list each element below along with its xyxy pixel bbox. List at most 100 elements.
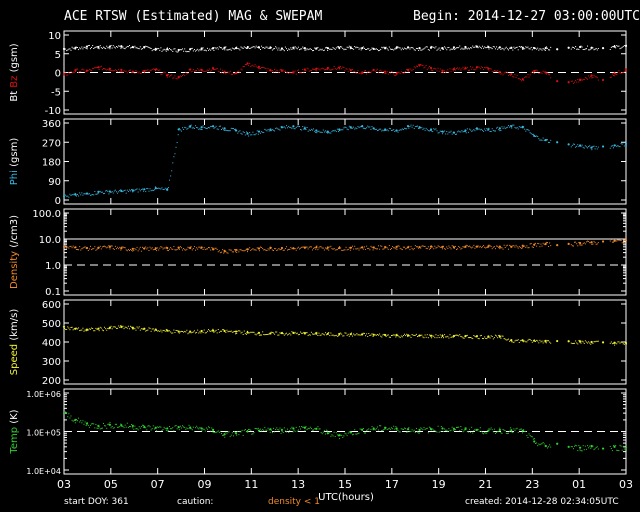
data-dot-temp bbox=[128, 425, 130, 427]
data-dot-bz bbox=[435, 68, 437, 70]
data-dot-phi bbox=[531, 133, 533, 135]
data-dot-phi bbox=[65, 194, 67, 196]
data-dot-bt bbox=[496, 46, 498, 48]
data-dot-bt bbox=[323, 49, 325, 51]
data-dot-speed bbox=[316, 331, 318, 333]
data-dot-phi bbox=[347, 129, 349, 131]
data-dot-temp bbox=[201, 430, 203, 432]
data-dot-bt bbox=[339, 48, 341, 50]
data-dot-speed bbox=[353, 333, 355, 335]
data-dot-bt bbox=[424, 47, 426, 49]
data-dot-density bbox=[166, 249, 168, 251]
data-dot-phi bbox=[336, 128, 338, 130]
data-dot-speed bbox=[292, 332, 294, 334]
data-dot-bt bbox=[178, 49, 180, 51]
data-dot-speed bbox=[326, 334, 328, 336]
data-dot-density bbox=[594, 242, 596, 244]
data-dot-bz bbox=[175, 78, 177, 80]
data-dot-speed bbox=[523, 341, 525, 343]
data-dot-bz bbox=[100, 65, 102, 67]
data-dot-temp bbox=[398, 431, 400, 433]
data-dot-phi bbox=[374, 128, 376, 130]
data-dot-bt bbox=[279, 49, 281, 51]
data-dot-density bbox=[548, 246, 550, 248]
data-dot-phi bbox=[441, 133, 443, 135]
data-dot-temp bbox=[343, 435, 345, 437]
data-dot-bz bbox=[623, 71, 625, 73]
data-dot-phi bbox=[178, 127, 180, 129]
data-dot-phi bbox=[571, 144, 573, 146]
data-dot-speed bbox=[271, 331, 273, 333]
data-dot-temp bbox=[69, 417, 71, 419]
xtick-label: 09 bbox=[198, 478, 212, 491]
data-dot-temp bbox=[457, 426, 459, 428]
data-dot-phi bbox=[250, 134, 252, 136]
data-dot-density bbox=[112, 248, 114, 250]
data-dot-bz bbox=[272, 71, 274, 73]
data-point-bt bbox=[166, 48, 169, 51]
data-dot-speed bbox=[464, 336, 466, 338]
data-dot-speed bbox=[74, 328, 76, 330]
data-dot-phi bbox=[492, 129, 494, 131]
data-dot-density bbox=[111, 245, 113, 247]
data-dot-temp bbox=[459, 430, 461, 432]
data-dot-phi bbox=[396, 130, 398, 132]
data-dot-bt bbox=[280, 49, 282, 51]
data-dot-bz bbox=[249, 63, 251, 65]
data-dot-phi bbox=[615, 144, 617, 146]
data-dot-temp bbox=[146, 429, 148, 431]
data-dot-temp bbox=[423, 426, 425, 428]
data-dot-bt bbox=[268, 47, 270, 49]
data-dot-temp bbox=[239, 431, 241, 433]
data-dot-bz bbox=[535, 69, 537, 71]
data-dot-bz bbox=[235, 71, 237, 73]
data-dot-bt bbox=[509, 47, 511, 49]
data-dot-speed bbox=[350, 332, 352, 334]
data-dot-speed bbox=[134, 327, 136, 329]
data-point-density bbox=[154, 247, 157, 250]
data-dot-density bbox=[184, 249, 186, 251]
data-dot-phi bbox=[158, 187, 160, 189]
data-dot-phi bbox=[503, 126, 505, 128]
data-dot-temp bbox=[244, 428, 246, 430]
data-dot-phi bbox=[187, 127, 189, 129]
data-dot-density bbox=[285, 246, 287, 248]
data-dot-temp bbox=[124, 424, 126, 426]
data-dot-phi bbox=[491, 128, 493, 130]
data-dot-speed bbox=[180, 330, 182, 332]
data-dot-speed bbox=[492, 338, 494, 340]
data-dot-bz bbox=[342, 66, 344, 68]
data-dot-phi bbox=[135, 189, 137, 191]
data-dot-bt bbox=[304, 49, 306, 51]
data-dot-bz bbox=[177, 75, 179, 77]
data-dot-bz bbox=[190, 71, 192, 73]
data-dot-speed bbox=[259, 334, 261, 336]
data-dot-bz bbox=[610, 76, 612, 78]
data-dot-density bbox=[199, 246, 201, 248]
data-dot-phi bbox=[614, 145, 616, 147]
data-dot-phi bbox=[363, 127, 365, 129]
data-dot-temp bbox=[330, 435, 332, 437]
data-dot-density bbox=[535, 242, 537, 244]
data-dot-phi bbox=[74, 192, 76, 194]
data-dot-temp bbox=[417, 431, 419, 433]
data-dot-bz bbox=[120, 71, 122, 73]
data-dot-bz bbox=[111, 70, 113, 72]
data-dot-bz bbox=[304, 69, 306, 71]
data-dot-density bbox=[529, 243, 531, 245]
data-dot-speed bbox=[459, 334, 461, 336]
data-dot-bt bbox=[570, 48, 572, 50]
data-dot-bt bbox=[247, 46, 249, 48]
data-dot-temp bbox=[271, 432, 273, 434]
data-dot-speed bbox=[133, 328, 135, 330]
data-dot-density bbox=[149, 246, 151, 248]
data-dot-phi bbox=[317, 131, 319, 133]
data-dot-phi bbox=[365, 128, 367, 130]
data-dot-temp bbox=[502, 428, 504, 430]
data-dot-speed bbox=[317, 335, 319, 337]
data-dot-bt bbox=[426, 46, 428, 48]
data-dot-bz bbox=[65, 72, 67, 74]
data-dot-temp bbox=[500, 432, 502, 434]
data-dot-speed bbox=[276, 331, 278, 333]
data-dot-speed bbox=[295, 333, 297, 335]
